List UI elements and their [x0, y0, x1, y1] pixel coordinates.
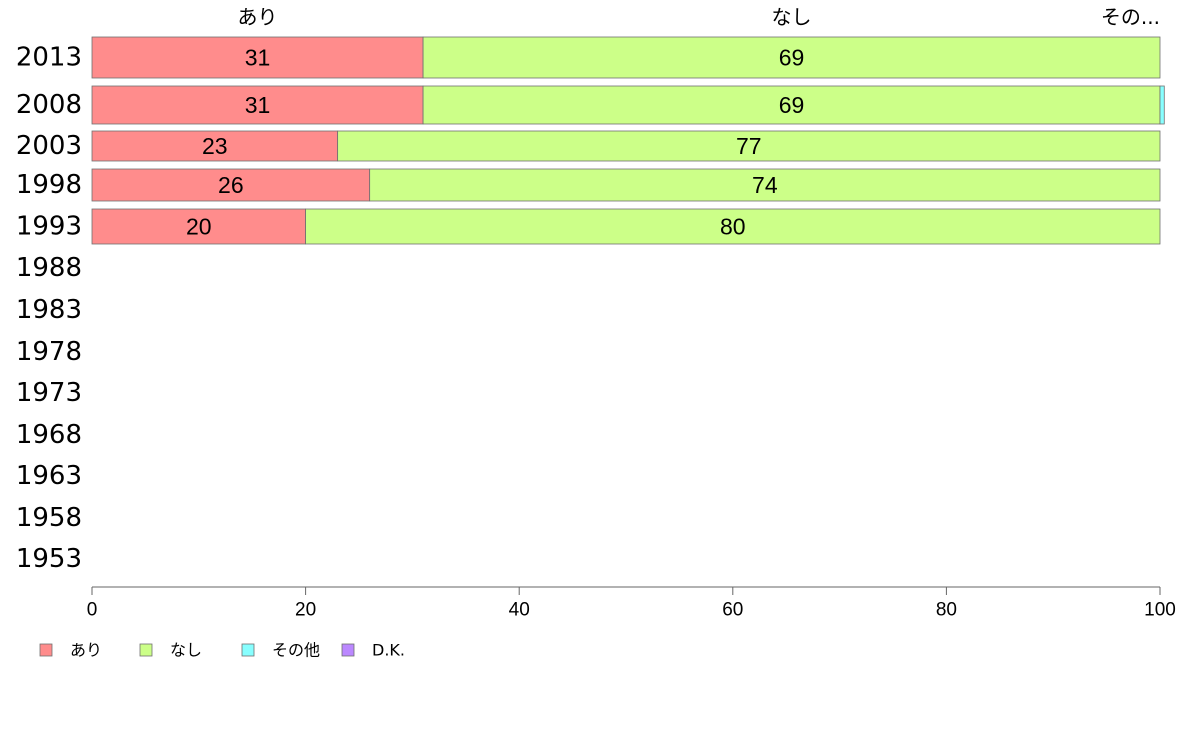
bar-2008-1 [422, 85, 1161, 125]
year-label-1993: 1993 [16, 212, 82, 242]
year-label-1983: 1983 [16, 295, 82, 325]
bar-value-2003-0: 23 [202, 133, 228, 159]
top-label-2: その... [1101, 5, 1160, 29]
legend-swatch-1 [139, 643, 153, 657]
bar-2013-0 [91, 36, 424, 79]
year-label-1973: 1973 [16, 378, 82, 408]
bars: 31 69 31 69 23 77 26 74 20 80 [91, 36, 1165, 245]
year-axis-labels: 2013 2008 2003 1998 1993 1988 1983 1978 1973 1968… [16, 43, 82, 575]
x-tick-label-60: 60 [722, 600, 743, 621]
year-label-1953: 1953 [16, 544, 82, 574]
x-tick-label-20: 20 [295, 600, 316, 621]
x-axis: 0 20 40 60 80 100 [87, 586, 1176, 621]
year-label-1968: 1968 [16, 420, 82, 450]
year-label-1963: 1963 [16, 461, 82, 491]
legend: あり なし その他 D.K. [39, 641, 405, 660]
bar-2008-0 [91, 85, 424, 125]
legend-swatch-3 [341, 643, 355, 657]
year-label-1958: 1958 [16, 503, 82, 533]
year-label-2003: 2003 [16, 131, 82, 161]
x-tick-label-0: 0 [87, 600, 98, 621]
bar-value-1993-0: 20 [186, 214, 212, 240]
x-tick-label-100: 100 [1144, 600, 1176, 621]
legend-swatch-0 [39, 643, 53, 657]
year-label-1998: 1998 [16, 170, 82, 200]
legend-label-0: あり [70, 641, 102, 660]
year-label-1988: 1988 [16, 253, 82, 283]
x-tick-label-40: 40 [509, 600, 530, 621]
bar-value-2013-0: 31 [245, 45, 271, 71]
year-label-2013: 2013 [16, 43, 82, 73]
bar-value-2013-1: 69 [779, 45, 805, 71]
bar-value-2008-0: 31 [245, 92, 271, 118]
legend-label-1: なし [170, 641, 202, 660]
bar-value-2003-1: 77 [736, 133, 762, 159]
top-series-labels: あり なし その... [238, 5, 1160, 29]
bar-2003-1 [337, 130, 1161, 162]
top-label-0: あり [238, 5, 278, 29]
legend-label-3: D.K. [372, 641, 405, 660]
bar-1998-0 [91, 168, 371, 202]
bar-value-1998-0: 26 [218, 172, 244, 198]
legend-label-2: その他 [272, 641, 320, 660]
legend-swatch-2 [241, 643, 255, 657]
x-tick-label-80: 80 [936, 600, 957, 621]
bar-value-1993-1: 80 [720, 214, 746, 240]
bar-1993-0 [91, 208, 307, 245]
bar-1993-1 [305, 208, 1161, 245]
top-label-1: なし [772, 5, 812, 29]
bar-2003-0 [91, 130, 339, 162]
year-label-1978: 1978 [16, 337, 82, 367]
bar-2008-2 [1159, 85, 1165, 125]
bar-value-2008-1: 69 [779, 92, 805, 118]
bar-value-1998-1: 74 [752, 172, 778, 198]
year-label-2008: 2008 [16, 90, 82, 120]
bar-2013-1 [422, 36, 1161, 79]
bar-1998-1 [369, 168, 1161, 202]
